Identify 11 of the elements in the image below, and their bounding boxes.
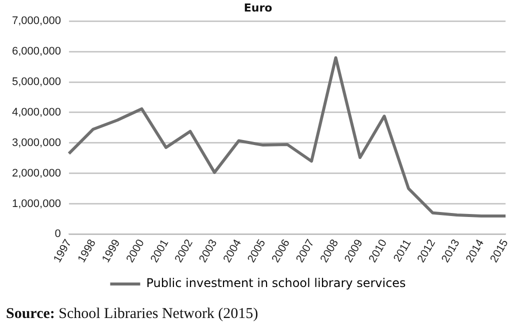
y-tick-label: 7,000,000 <box>12 15 61 28</box>
y-tick-label: 1,000,000 <box>12 198 61 210</box>
y-tick-label: 5,000,000 <box>12 76 61 88</box>
y-tick-label: 4,000,000 <box>12 106 61 119</box>
y-tick-label: 3,000,000 <box>12 136 61 149</box>
y-tick-label: 6,000,000 <box>12 46 61 58</box>
y-tick-label: 0 <box>54 228 61 240</box>
source-note: Source: School Libraries Network (2015) <box>6 306 258 323</box>
y-tick-label: 2,000,000 <box>12 167 61 180</box>
chart-title: Euro <box>244 1 273 14</box>
legend-label: Public investment in school library services <box>146 276 406 290</box>
